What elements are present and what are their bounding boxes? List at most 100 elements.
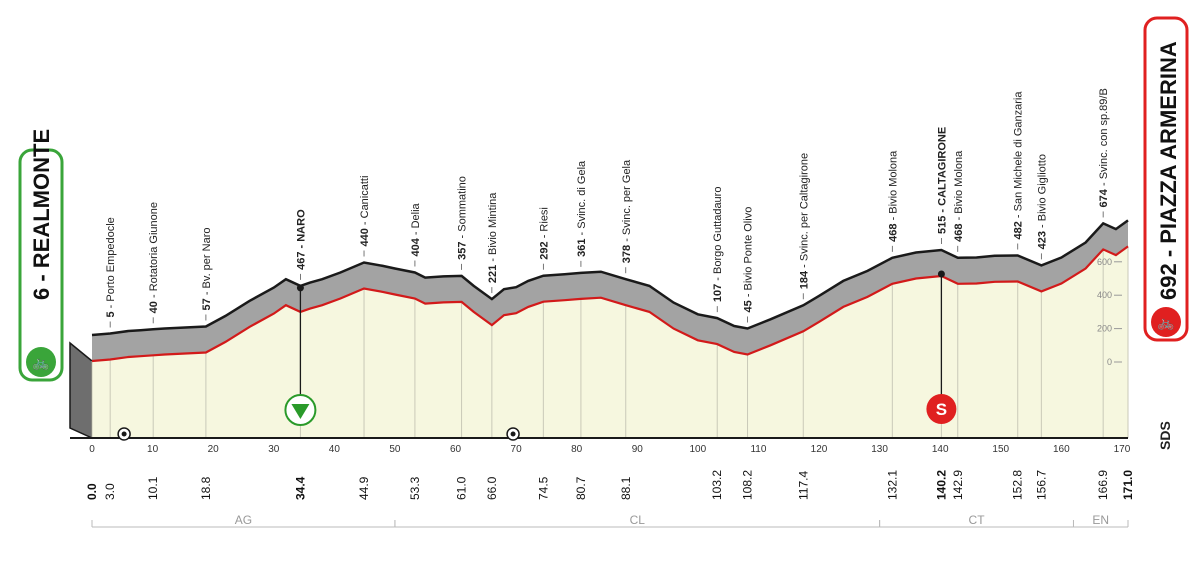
annotation-place: Borgo Guttadauro	[712, 187, 724, 274]
annotation-label: 482 - San Michele di Ganzaria	[1013, 91, 1025, 240]
km-point-label: 44.9	[357, 476, 371, 500]
annotation-elevation: 357	[457, 242, 469, 260]
annotation-label: 468 - Bivio Molona	[887, 150, 899, 242]
km-point-label: 34.4	[293, 476, 307, 500]
km-point-label: 61.0	[455, 476, 469, 500]
sprint-triangle-icon	[291, 404, 310, 419]
annotation-place: Bivio Gigliotto	[1036, 154, 1048, 221]
annotation-elevation: 467	[295, 252, 307, 270]
annotation-separator: -	[798, 261, 810, 271]
annotation-separator: -	[1098, 179, 1110, 189]
annotation-place: Delia	[410, 202, 422, 228]
annotation-elevation: 674	[1098, 188, 1110, 207]
finish-label: 692 - PIAZZA ARMERINA	[1156, 41, 1181, 300]
annotation-separator: -	[487, 255, 499, 265]
annotation-separator: -	[359, 218, 371, 228]
annotation-label: 674 - Svinc. con sp.89/B	[1098, 88, 1110, 207]
y-tick-label: 200	[1097, 324, 1112, 334]
annotation-place: CALTAGIRONE	[936, 127, 948, 206]
annotation-elevation: 107	[712, 284, 724, 302]
profile-line	[91, 245, 1129, 363]
annotation-separator: -	[1013, 211, 1025, 221]
start-badge-frame	[18, 148, 64, 382]
annotation-elevation: 57	[201, 298, 213, 310]
annotation-label: 5 - Porto Empedocle	[105, 217, 117, 317]
annotation-place: Bivio Ponte Olivo	[743, 207, 755, 291]
annotation-elevation: 45	[743, 300, 755, 312]
annotation-place: Svinc. per Gela	[621, 159, 633, 235]
x-tick-label: 160	[1053, 444, 1070, 455]
x-tick-label: 0	[89, 444, 95, 455]
x-tick-label: 90	[632, 444, 644, 455]
km-point-label: 10.1	[146, 476, 160, 500]
annotation-place: Bivio Molona	[887, 150, 899, 214]
km-point-label: 74.5	[536, 476, 550, 500]
annotation-separator: -	[743, 290, 755, 300]
y-tick-label: 400	[1097, 290, 1112, 300]
annotation-separator: -	[457, 232, 469, 242]
annotation-place: Rotatoria Giunone	[148, 202, 160, 291]
km-point-label: 117.4	[796, 471, 810, 500]
annotation-separator: -	[576, 229, 588, 239]
brand-logo: SDS	[1157, 421, 1173, 450]
annotation-place: Svinc. per Caltagirone	[798, 153, 810, 261]
region-layer: AG CL CT EN	[91, 513, 1129, 528]
annotation-elevation: 40	[148, 301, 160, 313]
annotation-place: Bivio Mintina	[487, 192, 499, 255]
x-tick-label: 20	[208, 444, 220, 455]
x-tick-label: 60	[450, 444, 462, 455]
annotation-elevation: 423	[1036, 231, 1048, 249]
annotation-elevation: 468	[953, 223, 965, 241]
start-cyclist-icon	[26, 347, 56, 377]
x-tick-label: 80	[571, 444, 583, 455]
annotation-place: Bv. per Naro	[201, 228, 213, 289]
x-tick-label: 30	[268, 444, 280, 455]
km-point-label: 166.9	[1096, 470, 1110, 500]
x-tick-label: 40	[329, 444, 341, 455]
annotation-label: 40 - Rotatoria Giunone	[148, 202, 160, 313]
km-point-label: 142.9	[951, 470, 965, 500]
x-tick-label: 100	[690, 444, 707, 455]
annotation-label: 468 - Bivio Molona	[953, 150, 965, 242]
start-cyclist-glyph: 🚲	[32, 354, 49, 371]
annotation-separator: -	[148, 291, 160, 301]
annotation-elevation: 468	[887, 223, 899, 241]
annotation-elevation: 221	[487, 265, 499, 283]
km-point-label: 156.7	[1034, 470, 1048, 500]
x-tick-label: 170	[1114, 444, 1131, 455]
annotation-label: 357 - Sommatino	[457, 176, 469, 260]
annotation-separator: -	[105, 302, 117, 312]
annotation-place: Riesi	[538, 207, 550, 231]
annotation-elevation: 482	[1013, 221, 1025, 239]
km-point-label: 103.2	[710, 470, 724, 500]
annotation-elevation: 378	[621, 245, 633, 263]
annotation-place: Canicatti	[359, 176, 371, 219]
annotation-elevation: 404	[410, 237, 422, 256]
x-tick-label: 120	[811, 444, 828, 455]
annotation-label: 423 - Bivio Gigliotto	[1036, 154, 1048, 249]
annotation-label: 292 - Riesi	[538, 207, 550, 260]
x-tick-label: 110	[750, 444, 766, 455]
start-badge: 6 - REALMONTE 🚲	[18, 129, 64, 382]
sprint-marker-dot	[296, 284, 304, 292]
annotation-place: Svinc. di Gela	[576, 160, 588, 229]
annotation-separator: -	[295, 242, 307, 252]
annotation-label: 467 - NARO	[295, 209, 307, 270]
x-tick-label: 50	[389, 444, 401, 455]
finish-badge-frame	[1143, 16, 1189, 342]
start-label: 6 - REALMONTE	[29, 129, 54, 300]
km-point-label: 0.0	[85, 483, 99, 500]
annotation-label: 221 - Bivio Mintina	[487, 192, 499, 283]
x-tick-label: 70	[511, 444, 523, 455]
annotation-separator: -	[936, 206, 948, 216]
annotation-elevation: 361	[576, 239, 588, 257]
annotation-separator: -	[538, 232, 550, 242]
region-label: AG	[235, 513, 252, 527]
annotation-label: 404 - Delia	[410, 202, 422, 256]
annotation-separator: -	[410, 228, 422, 238]
km-point-label: 88.1	[619, 476, 633, 500]
annotation-label: 361 - Svinc. di Gela	[576, 160, 588, 257]
annotation-place: Sommatino	[457, 176, 469, 232]
annotation-elevation: 5	[105, 311, 117, 317]
